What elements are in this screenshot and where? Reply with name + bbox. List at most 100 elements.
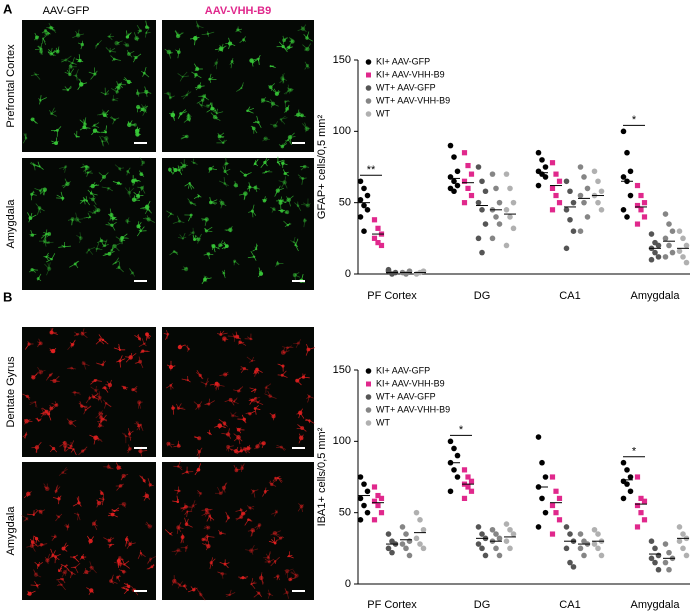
cell-process [182,94,188,100]
cell-process [268,540,276,544]
cell-process [95,380,102,382]
cell-process [51,448,54,451]
data-point [503,242,510,249]
cell-process [88,247,96,251]
legend-marker [365,98,372,104]
cell-process [70,66,73,69]
cell-process [195,37,200,39]
cell-process [253,489,259,492]
cell-process [43,486,48,490]
cell-process [141,187,146,194]
cell [133,123,137,127]
cell-process [79,60,84,63]
cell-process [98,172,105,178]
cell-process [145,91,148,97]
cell-process [217,245,221,249]
cell-process [295,342,299,345]
cell-process [209,383,217,386]
cell-process [93,437,96,445]
cell-process [236,336,240,340]
cell-process [83,409,86,415]
cell [87,248,91,251]
cell-process [142,105,149,110]
cell-process [274,509,277,513]
cell-process [91,523,95,526]
cell-process [236,450,242,453]
cell-process [169,112,173,116]
cell-process [64,442,71,446]
cell-process [182,537,184,543]
cell-process [138,402,141,409]
cell [273,123,277,128]
cell-process [123,43,128,46]
cell-process [70,572,73,579]
cell-process [198,102,202,106]
cell [101,140,104,143]
cell-process [40,97,47,101]
cell-process [97,437,103,443]
cell-process [239,193,246,196]
cell-process [220,199,223,204]
cell-process [304,122,308,129]
cell-process [67,85,72,91]
cell-process [84,168,88,172]
cell-process [205,219,208,223]
cell-process [277,575,281,581]
cell [107,187,110,190]
cell-process [251,530,254,536]
cell-process [134,334,140,340]
cell-process [94,70,98,75]
data-point [570,228,577,234]
cell-process [219,243,224,246]
cell-process [95,362,103,366]
cell-process [282,347,285,353]
cell-process [83,362,90,367]
cell-process [89,197,94,200]
cell-process [201,219,207,221]
cell-process [191,71,197,76]
data-point [468,192,475,199]
cell-process [213,245,220,250]
cell-process [278,144,283,147]
cell-process [283,90,289,95]
data-point [461,178,468,184]
cell-process [81,405,88,409]
cell-process [212,108,217,112]
cell [94,389,98,392]
cell-process [89,395,95,399]
cell-process [97,425,101,428]
data-point [539,157,545,163]
data-point [563,245,570,252]
cell-process [76,497,80,504]
cell-process [73,557,78,561]
cell-process [44,410,49,415]
cell-process [296,412,301,415]
cell-process [273,413,276,417]
row-label: Dentate Gyrus [5,356,17,427]
cell-process [305,128,308,133]
cell-process [247,185,251,188]
data-point [563,178,570,185]
cell-process [61,571,66,574]
cell-process [41,543,48,545]
cell-process [224,338,229,340]
cell-process [284,199,289,203]
cell-process [100,91,106,95]
cell-process [167,213,172,218]
cell-process [147,209,153,214]
cell-process [40,369,46,373]
cell-process [90,193,95,197]
data-point [542,474,549,480]
data-point [567,188,573,195]
cell-process [43,240,46,244]
cell-process [301,115,306,118]
x-tick-label: CA1 [559,599,580,611]
cell-process [76,219,80,223]
cell-process [30,584,38,586]
cell-process [304,219,308,222]
cell-process [182,71,188,78]
x-tick-label: DG [474,290,491,302]
cell-process [27,212,31,219]
cell-process [35,203,40,209]
cell-process [24,420,27,425]
